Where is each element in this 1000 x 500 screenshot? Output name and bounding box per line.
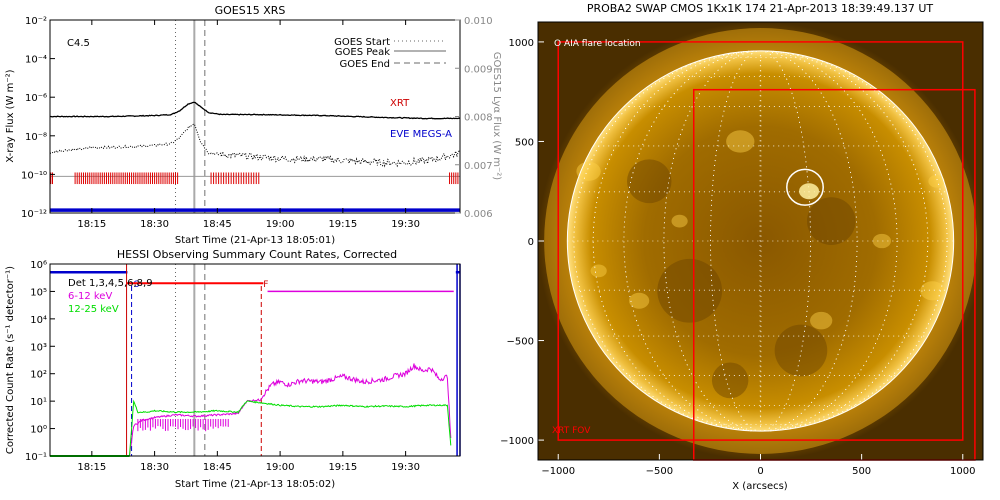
hessi-y-tick-label: 10¹ — [30, 397, 47, 408]
legend-goes-end: GOES End — [340, 59, 390, 70]
goes-y2-tick-label: 0.008 — [464, 113, 493, 124]
goes-y-tick-label: 10⁻⁴ — [25, 55, 47, 66]
hessi-legend-12-25: 12-25 keV — [68, 304, 119, 315]
goes-ylabel: X-ray Flux (W m⁻²) — [5, 69, 16, 162]
swap-y-tick-label: 500 — [515, 137, 534, 148]
goes-x-tick-label: 18:15 — [77, 219, 106, 230]
goes-y-tick-label: 10⁻¹² — [21, 209, 47, 220]
swap-axes: −1000 −500 0 500 1000 1000 500 0 −500 −1000 — [500, 38, 975, 477]
active-region — [576, 161, 601, 181]
coronal-hole — [807, 197, 856, 245]
active-region — [810, 311, 833, 330]
hessi-y-tick-label: 10⁰ — [30, 425, 47, 436]
goes-x-tick-label: 19:00 — [266, 219, 295, 230]
swap-x-tick-label: 1000 — [950, 466, 975, 477]
hessi-plot-frame — [49, 263, 461, 457]
hessi-y-tick-label: 10² — [30, 370, 47, 381]
swap-x-tick-label: −1000 — [541, 466, 575, 477]
hessi-xlabel: Start Time (21-Apr-13 18:05:02) — [175, 479, 335, 490]
goes-flare-class: C4.5 — [67, 38, 90, 49]
goes-x-tick-label: 19:15 — [328, 219, 357, 230]
hessi-y-tick-label: 10⁴ — [30, 315, 47, 326]
series-label-xrt: XRT — [390, 98, 410, 109]
xrt-fov-box-large — [557, 41, 964, 441]
coronal-hole — [774, 324, 828, 377]
active-region — [872, 233, 891, 249]
goes-long-channel — [50, 101, 461, 120]
goes-y2-tick-label: 0.007 — [464, 161, 493, 172]
coronal-hole — [657, 258, 723, 323]
active-region — [671, 214, 688, 228]
swap-y-tick-label: 0 — [528, 237, 534, 248]
goes-y2-tick-label: 0.010 — [464, 16, 493, 27]
active-region — [629, 292, 650, 309]
hessi-marker-label: F — [263, 280, 268, 290]
goes-title: GOES15 XRS — [215, 4, 286, 17]
swap-x-tick-label: 0 — [757, 466, 763, 477]
goes-axes: 18:15 18:30 18:45 19:00 19:15 19:30 10⁻² 10⁻⁴ 10… — [21, 16, 493, 230]
swap-y-tick-label: −1000 — [500, 436, 534, 447]
swap-plot-frame — [537, 21, 984, 461]
swap-title: PROBA2 SWAP CMOS 1Kx1K 174 21-Apr-2013 1… — [587, 2, 934, 15]
goes-y2label: GOES15 Lyα Flux (W m⁻²) — [491, 52, 502, 180]
goes-xlabel: Start Time (21-Apr-13 18:05:01) — [175, 235, 335, 246]
heliographic-longitude-line — [573, 50, 948, 432]
hessi-detector-label: Det 1,3,4,5,6,8,9 — [68, 278, 153, 289]
hessi-x-tick-label: 19:15 — [328, 462, 357, 473]
goes-y-tick-label: 10⁻¹⁰ — [21, 170, 47, 181]
goes-y-tick-label: 10⁻⁶ — [25, 93, 47, 104]
sun-disk — [567, 50, 954, 432]
goes-y-tick-label: 10⁻² — [25, 16, 47, 27]
swap-y-tick-label: 1000 — [509, 38, 534, 49]
heliographic-longitude-line — [623, 50, 898, 432]
goes-y-tick-label: 10⁻⁸ — [25, 132, 47, 143]
hessi-axes: 18:15 18:30 18:45 19:00 19:15 19:30 10⁶ 10⁵ 10⁴ 1… — [25, 260, 420, 473]
hessi-panel: HESSI Observing Summary Count Rates, Cor… — [5, 248, 461, 490]
hessi-x-tick-label: 18:45 — [203, 462, 232, 473]
swap-x-tick-label: −500 — [646, 466, 673, 477]
legend-goes-peak: GOES Peak — [335, 47, 390, 58]
goes-y2-tick-label: 0.006 — [464, 209, 493, 220]
hessi-y-tick-label: 10⁵ — [30, 287, 47, 298]
goes-xrs-panel: GOES15 XRS 18:15 18:30 18:45 19:00 19:15 19:3… — [5, 4, 502, 246]
goes-series-layer — [49, 20, 461, 213]
swap-image-panel: PROBA2 SWAP CMOS 1Kx1K 174 21-Apr-2013 1… — [500, 2, 984, 492]
hessi-x-tick-label: 18:15 — [77, 462, 106, 473]
series-label-eve: EVE MEGS-A — [390, 129, 452, 140]
xrt-fov-label: XRT FOV — [552, 426, 591, 436]
hessi-y-tick-label: 10⁻¹ — [25, 452, 47, 463]
hessi-title: HESSI Observing Summary Count Rates, Cor… — [117, 248, 397, 261]
aia-flare-location-label: O AIA flare location — [554, 39, 641, 49]
swap-x-tick-label: 500 — [852, 466, 871, 477]
swap-y-tick-label: −500 — [507, 337, 534, 348]
hessi-x-tick-label: 19:00 — [266, 462, 295, 473]
active-region — [928, 174, 945, 188]
coronal-hole — [711, 362, 749, 399]
heliographic-longitude-line — [710, 50, 811, 432]
hessi-y-tick-label: 10³ — [30, 342, 47, 353]
hessi-x-tick-label: 18:30 — [140, 462, 169, 473]
flare-bright-kernel — [799, 183, 820, 200]
goes-legend: GOES Start GOES Peak GOES End — [334, 37, 446, 70]
hessi-x-tick-label: 19:30 — [391, 462, 420, 473]
active-region — [726, 130, 755, 153]
goes-y2-tick-label: 0.009 — [464, 64, 493, 75]
hessi-y-tick-label: 10⁶ — [30, 260, 47, 271]
hessi-ylabel: Corrected Count Rate (s⁻¹ detector⁻¹) — [5, 266, 16, 454]
aia-flare-circle — [786, 168, 824, 206]
goes-x-tick-label: 18:30 — [140, 219, 169, 230]
swap-xlabel: X (arcsecs) — [732, 481, 788, 492]
goes-x-tick-label: 19:30 — [391, 219, 420, 230]
goes-x-tick-label: 18:45 — [203, 219, 232, 230]
hessi-marker-label: S — [134, 280, 140, 290]
hessi-series-12-25-kev — [129, 399, 452, 457]
legend-goes-start: GOES Start — [334, 37, 390, 48]
hessi-series-6-12-kev — [129, 363, 452, 457]
active-region — [920, 281, 945, 301]
hessi-legend-6-12: 6-12 keV — [68, 291, 112, 302]
active-region — [590, 264, 607, 278]
coronal-hole — [627, 159, 672, 204]
